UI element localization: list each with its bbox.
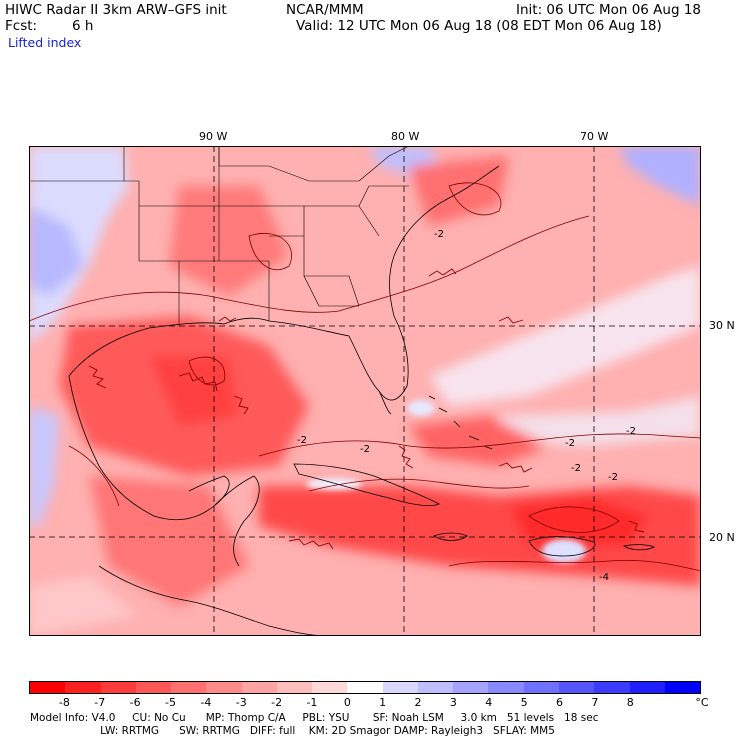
colorbar-swatch bbox=[347, 682, 383, 693]
colorbar-label: 2 bbox=[414, 696, 422, 709]
lon-label-80w: 80 W bbox=[391, 130, 420, 143]
contour-label: -2 bbox=[565, 438, 575, 449]
model-center: NCAR/MMM bbox=[286, 2, 364, 18]
forecast-hour: 6 h bbox=[72, 18, 94, 34]
stable-patch-florida bbox=[407, 400, 435, 416]
stable-region-west bbox=[29, 146, 129, 346]
colorbar bbox=[29, 681, 701, 694]
colorbar-label: 8 bbox=[626, 696, 634, 709]
latlon-grid bbox=[29, 146, 701, 636]
colorbar-swatch bbox=[382, 682, 418, 693]
lifted-index-map: -2 -2 -2 -2 -2 -2 -2 -4 bbox=[29, 146, 701, 636]
stable-region-texas bbox=[29, 206, 84, 296]
lon-label-70w: 70 W bbox=[580, 130, 609, 143]
colorbar-swatch bbox=[664, 682, 701, 693]
lon-label-90w: 90 W bbox=[199, 130, 228, 143]
convective-cells bbox=[88, 268, 645, 550]
unstable-carolinas bbox=[409, 156, 509, 226]
model-info-line2: LW: RRTMG SW: RRTMG DIFF: full KM: 2D Sm… bbox=[30, 725, 555, 737]
colorbar-label: -8 bbox=[58, 696, 70, 709]
colorbar-label: 6 bbox=[556, 696, 564, 709]
stable-patch-hispaniola bbox=[542, 539, 586, 563]
contour-label: -4 bbox=[599, 572, 609, 583]
colorbar-swatch bbox=[523, 682, 559, 693]
colorbar-swatch bbox=[65, 682, 101, 693]
colorbar-swatch bbox=[206, 682, 242, 693]
colorbar-swatch bbox=[30, 682, 66, 693]
state-borders bbox=[29, 146, 410, 326]
colorbar-swatch bbox=[594, 682, 630, 693]
coastlines bbox=[68, 165, 655, 636]
colorbar-unit: °C bbox=[695, 696, 709, 709]
colorbar-swatch bbox=[276, 682, 313, 693]
colorbar-label: -6 bbox=[129, 696, 141, 709]
lat-label-20n: 20 N bbox=[709, 531, 735, 544]
stable-patch-cuba bbox=[306, 478, 362, 490]
model-info-line1: Model Info: V4.0 CU: No Cu MP: Thomp C/A… bbox=[30, 712, 599, 724]
colorbar-label: 0 bbox=[343, 696, 351, 709]
colorbar-label: -2 bbox=[271, 696, 283, 709]
contour-label: -2 bbox=[608, 472, 618, 483]
colorbar-label: 4 bbox=[485, 696, 493, 709]
contour-label: -2 bbox=[360, 444, 370, 455]
colorbar-label: 1 bbox=[379, 696, 387, 709]
colorbar-label: 5 bbox=[520, 696, 528, 709]
colorbar-swatch bbox=[100, 682, 136, 693]
contour-label: -2 bbox=[571, 463, 581, 474]
colorbar-swatch bbox=[171, 682, 207, 693]
colorbar-swatch bbox=[241, 682, 277, 693]
contour-label: -2 bbox=[434, 229, 444, 240]
valid-time: Valid: 12 UTC Mon 06 Aug 18 (08 EDT Mon … bbox=[296, 18, 662, 34]
dry-band-atlantic bbox=[429, 266, 701, 406]
stable-region-mexico-west bbox=[29, 406, 59, 526]
field-name: Lifted index bbox=[8, 35, 82, 50]
unstable-southeast-us bbox=[169, 186, 289, 296]
colorbar-label: -1 bbox=[306, 696, 318, 709]
colorbar-swatch bbox=[558, 682, 595, 693]
unstable-mexico bbox=[89, 476, 249, 606]
colorbar-label: -7 bbox=[94, 696, 106, 709]
forecast-label: Fcst: bbox=[5, 18, 38, 34]
stable-region-atlantic-ne bbox=[619, 146, 701, 206]
colorbar-swatch bbox=[629, 682, 665, 693]
colorbar-swatch bbox=[417, 682, 454, 693]
colorbar-label: -5 bbox=[164, 696, 176, 709]
map-frame bbox=[29, 146, 701, 636]
colorbar-swatch bbox=[135, 682, 172, 693]
colorbar-label: 3 bbox=[449, 696, 457, 709]
li-contours bbox=[29, 182, 701, 572]
unstable-bahamas-south bbox=[409, 416, 549, 466]
lat-label-30n: 30 N bbox=[709, 319, 735, 332]
init-time: Init: 06 UTC Mon 06 Aug 18 bbox=[516, 2, 701, 18]
dry-band-caribbean-north bbox=[499, 396, 701, 446]
unstable-caribbean-core bbox=[509, 496, 649, 546]
colorbar-swatch bbox=[453, 682, 489, 693]
colorbar-label: -4 bbox=[200, 696, 212, 709]
contour-label: -2 bbox=[297, 435, 307, 446]
colorbar-swatch bbox=[488, 682, 524, 693]
contour-label: -2 bbox=[626, 426, 636, 437]
colorbar-swatch bbox=[312, 682, 348, 693]
unstable-gulf-core bbox=[149, 356, 239, 426]
plot-title: HIWC Radar II 3km ARW–GFS init bbox=[5, 2, 227, 18]
pacific-south bbox=[29, 576, 139, 636]
colorbar-label: -3 bbox=[235, 696, 247, 709]
colorbar-label: 7 bbox=[591, 696, 599, 709]
